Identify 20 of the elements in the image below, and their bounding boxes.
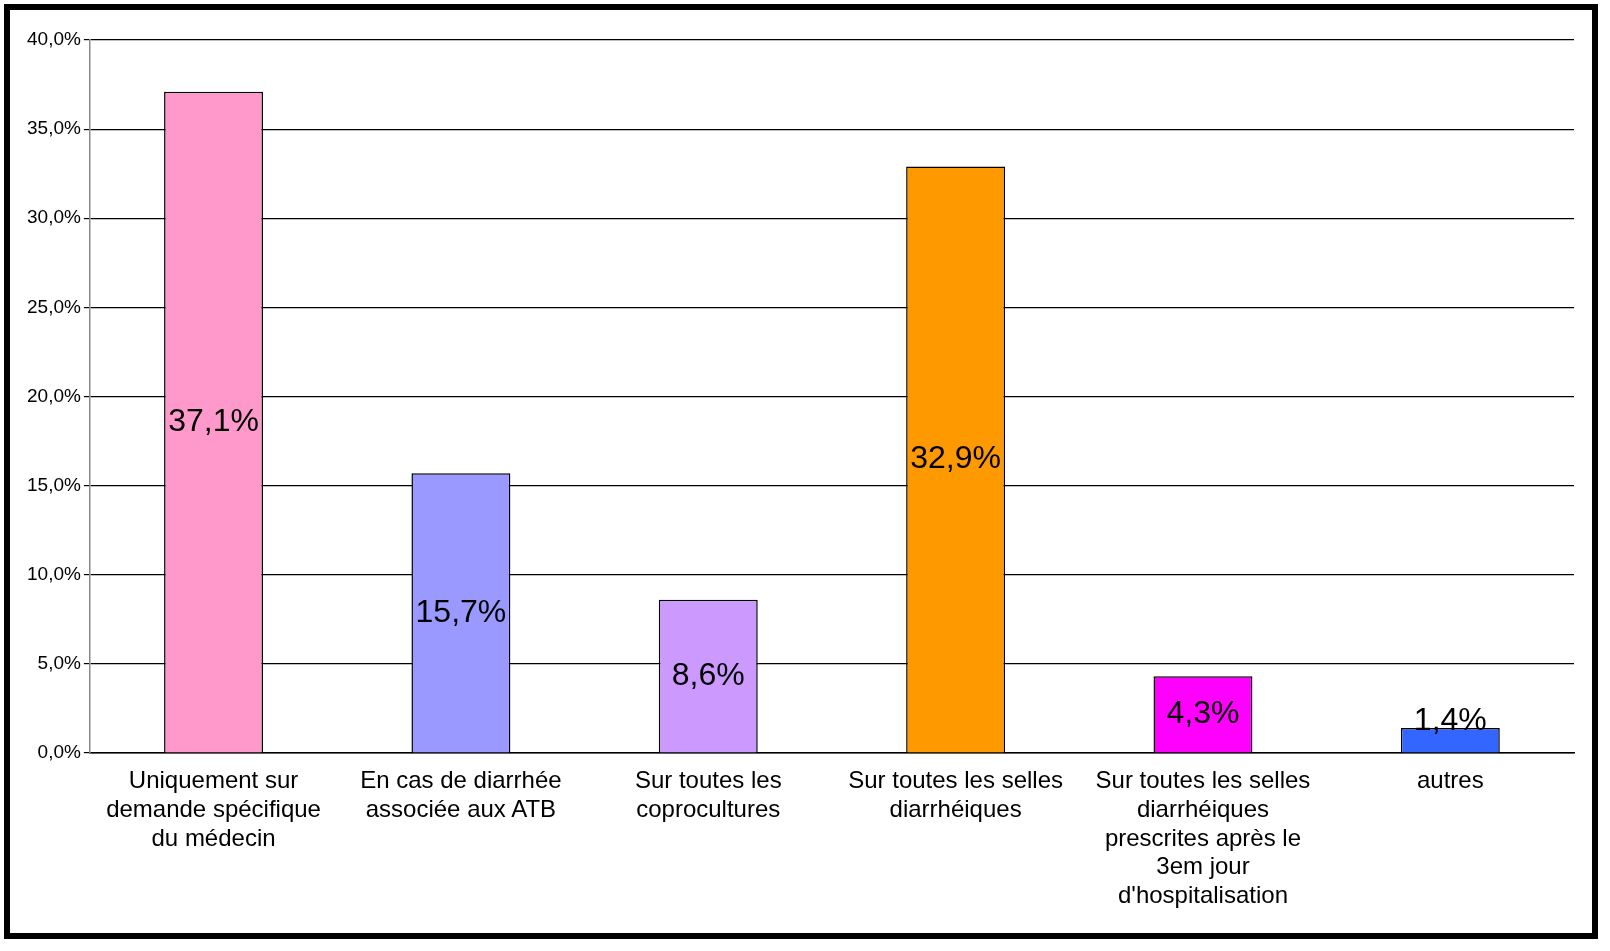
x-tick-label: En cas de diarrhée associée aux ATB <box>360 766 562 822</box>
x-tick-label: Sur toutes les coprocultures <box>634 766 782 822</box>
y-tick-label: 0,0% <box>37 741 81 763</box>
data-label: 4,3% <box>1166 694 1240 731</box>
x-tick-label: Sur toutes les selles diarrhéiques <box>848 766 1063 822</box>
y-tick-label: 40,0% <box>27 28 81 50</box>
data-label: 15,7% <box>415 592 507 629</box>
y-tick-label: 25,0% <box>27 295 81 317</box>
x-tick-label: Uniquement sur demande spécifique du médecin <box>106 766 321 851</box>
y-tick-label: 20,0% <box>27 384 81 406</box>
x-tick-label: Sur toutes les selles diarrhéiques prescrites après le 3em jour d'hospitalisation <box>1095 766 1311 909</box>
x-tick-label: autres <box>1416 766 1484 794</box>
y-tick-label: 35,0% <box>27 117 81 139</box>
y-tick-label: 30,0% <box>27 206 81 228</box>
data-label: 32,9% <box>910 439 1001 476</box>
y-tick-label: 10,0% <box>27 562 81 584</box>
y-tick-label: 15,0% <box>27 473 81 495</box>
y-tick-label: 5,0% <box>37 652 81 674</box>
data-label: 37,1% <box>168 401 259 438</box>
data-label: 8,6% <box>671 655 745 692</box>
